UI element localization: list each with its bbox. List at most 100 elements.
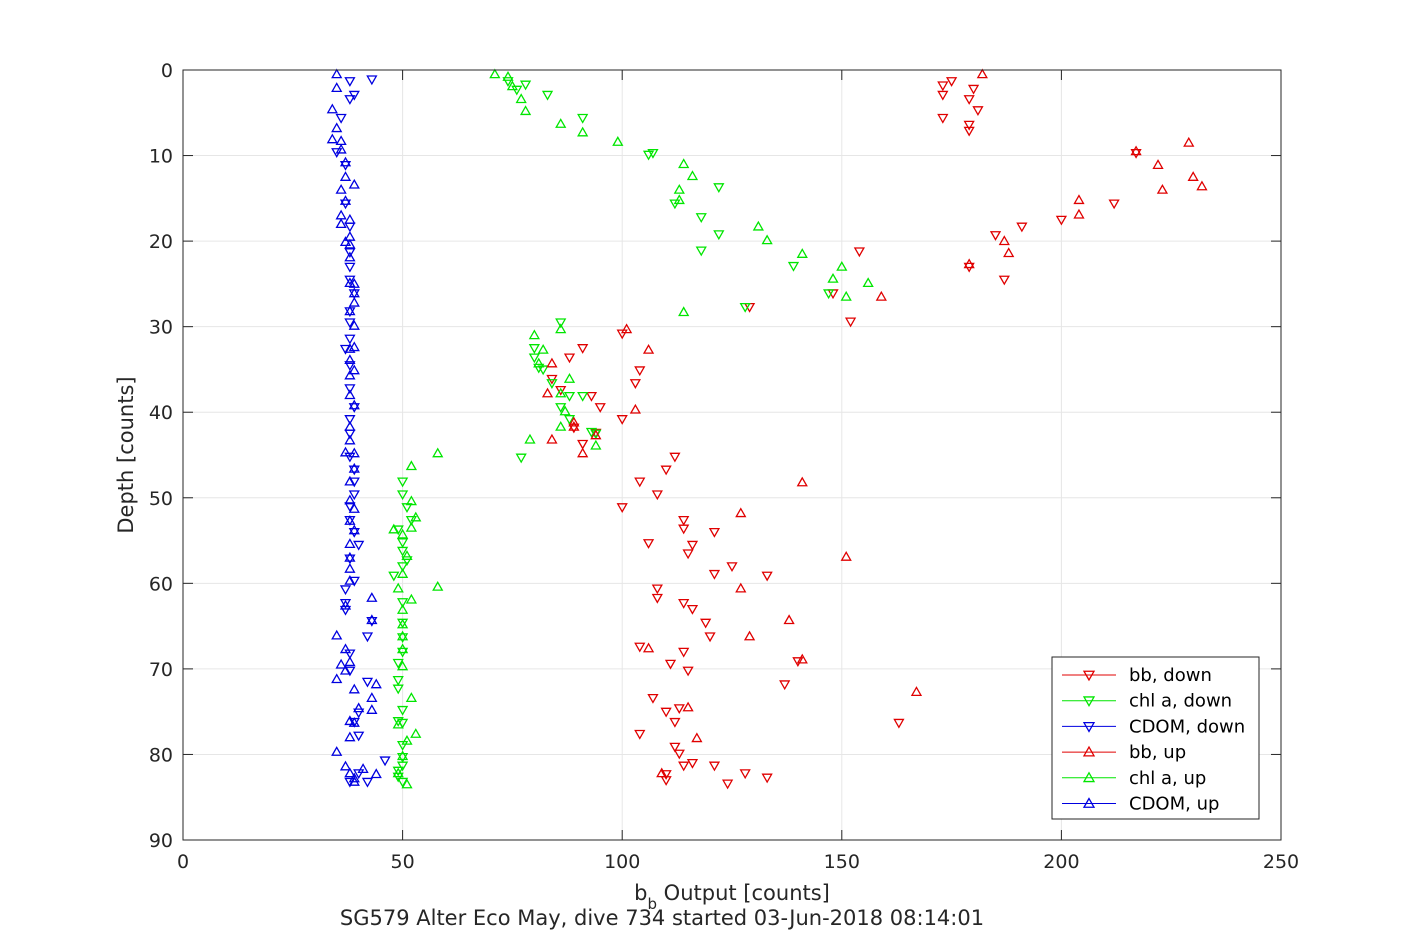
- y-tick-label: 50: [149, 488, 173, 510]
- legend-marker-bb-down: [1082, 670, 1096, 682]
- chl-a-down-marker: [392, 684, 404, 695]
- cdom-down-marker: [348, 403, 360, 413]
- cdom-down-marker: [344, 318, 356, 329]
- bb-down-marker: [937, 81, 949, 92]
- chl-a-down-marker: [713, 230, 725, 241]
- cdom-up-marker: [348, 776, 360, 786]
- bb-up-marker: [910, 686, 923, 697]
- chl-a-up-marker: [515, 93, 527, 104]
- chl-a-down-marker: [396, 741, 409, 751]
- y-tick-label: 40: [149, 402, 173, 424]
- chl-a-down-marker: [546, 379, 558, 389]
- bb-down-marker: [669, 452, 681, 463]
- legend-box: [1051, 656, 1260, 820]
- chl-a-up-marker: [563, 373, 576, 383]
- cdom-up-marker: [353, 702, 365, 713]
- cdom-up-marker: [326, 133, 338, 144]
- cdom-up-marker: [357, 763, 369, 774]
- bb-down-marker: [989, 231, 1002, 241]
- legend-marker-bb-up: [1082, 745, 1096, 757]
- bb-down-marker: [686, 604, 699, 615]
- bb-up-marker: [1183, 136, 1195, 147]
- bb-down-marker: [678, 515, 690, 526]
- bb-down-marker: [1108, 199, 1120, 210]
- bb-down-marker: [1130, 148, 1142, 159]
- bb-down-marker: [634, 477, 646, 488]
- bb-down-marker: [937, 90, 949, 101]
- chl-a-up-marker: [388, 523, 400, 534]
- bb-down-marker: [577, 344, 589, 354]
- chl-a-down-marker: [396, 538, 409, 549]
- chl-a-up-marker: [840, 290, 852, 301]
- chl-a-up-marker: [673, 183, 685, 194]
- bb-up-marker: [541, 387, 554, 398]
- bb-down-marker: [761, 571, 773, 582]
- bb-up-marker: [1187, 171, 1199, 181]
- cdom-up-marker: [331, 629, 343, 640]
- bb-up-marker: [743, 630, 756, 641]
- cdom-up-marker: [366, 692, 378, 703]
- bb-down-marker: [893, 718, 905, 729]
- cdom-down-marker: [361, 777, 374, 788]
- cdom-up-marker: [344, 551, 356, 562]
- chl-a-up-marker: [396, 604, 409, 614]
- cdom-up-marker: [348, 287, 360, 298]
- bb-up-marker: [577, 447, 589, 458]
- chl-a-up-marker: [673, 194, 685, 205]
- cdom-down-marker: [344, 275, 356, 286]
- bb-up-marker: [963, 258, 975, 269]
- cdom-down-marker: [366, 75, 378, 86]
- cdom-down-marker: [344, 262, 356, 273]
- cdom-up-marker: [344, 574, 356, 585]
- data-markers: [326, 68, 1208, 790]
- legend-label-chl-a-down: chl a, down: [1129, 691, 1232, 712]
- chl-a-down-marker: [642, 150, 655, 161]
- bb-down-marker: [616, 329, 628, 340]
- bb-down-marker: [853, 247, 865, 258]
- cdom-down-marker: [366, 616, 378, 627]
- bb-down-marker: [577, 439, 589, 450]
- bb-up-marker: [546, 433, 558, 444]
- chl-a-up-marker: [555, 420, 567, 431]
- cdom-down-marker: [344, 77, 356, 87]
- bb-down-marker: [651, 584, 663, 595]
- cdom-up-marker: [339, 171, 352, 181]
- chl-a-down-marker: [713, 183, 725, 194]
- chl-a-down-marker: [396, 633, 409, 644]
- bb-up-marker: [840, 551, 852, 561]
- bb-down-marker: [686, 540, 699, 551]
- cdom-up-marker: [339, 599, 352, 610]
- chl-a-down-marker: [396, 598, 409, 608]
- bb-down-marker: [651, 593, 663, 604]
- bb-down-marker: [678, 761, 690, 772]
- plot-frame: [182, 69, 1282, 841]
- chl-a-up-marker: [396, 618, 409, 629]
- chl-a-up-marker: [577, 126, 589, 137]
- bb-up-marker: [735, 507, 747, 518]
- cdom-down-marker: [344, 334, 356, 345]
- chl-a-down-marker: [528, 344, 540, 354]
- cdom-up-marker: [344, 343, 356, 353]
- x-tick-label: 150: [824, 851, 860, 873]
- cdom-up-marker: [344, 767, 356, 778]
- chl-a-up-marker: [506, 80, 519, 91]
- chl-a-down-marker: [396, 477, 409, 488]
- bb-up-marker: [1196, 180, 1208, 191]
- chl-a-down-marker: [577, 391, 589, 402]
- cdom-up-marker: [335, 143, 347, 154]
- bb-down-marker: [963, 95, 975, 105]
- bb-down-marker: [963, 120, 975, 131]
- bb-down-marker: [669, 717, 681, 728]
- bb-down-marker: [708, 761, 721, 772]
- cdom-up-marker: [370, 768, 382, 779]
- cdom-down-marker: [348, 490, 360, 501]
- chl-a-up-marker: [401, 734, 413, 745]
- cdom-up-marker: [344, 538, 356, 549]
- chl-a-up-marker: [559, 405, 571, 416]
- cdom-down-marker: [348, 527, 360, 538]
- cdom-down-marker: [353, 540, 365, 551]
- chl-a-down-marker: [392, 675, 404, 686]
- chl-a-up-marker: [401, 778, 413, 789]
- bb-down-marker: [682, 666, 694, 677]
- bb-down-marker: [792, 657, 804, 667]
